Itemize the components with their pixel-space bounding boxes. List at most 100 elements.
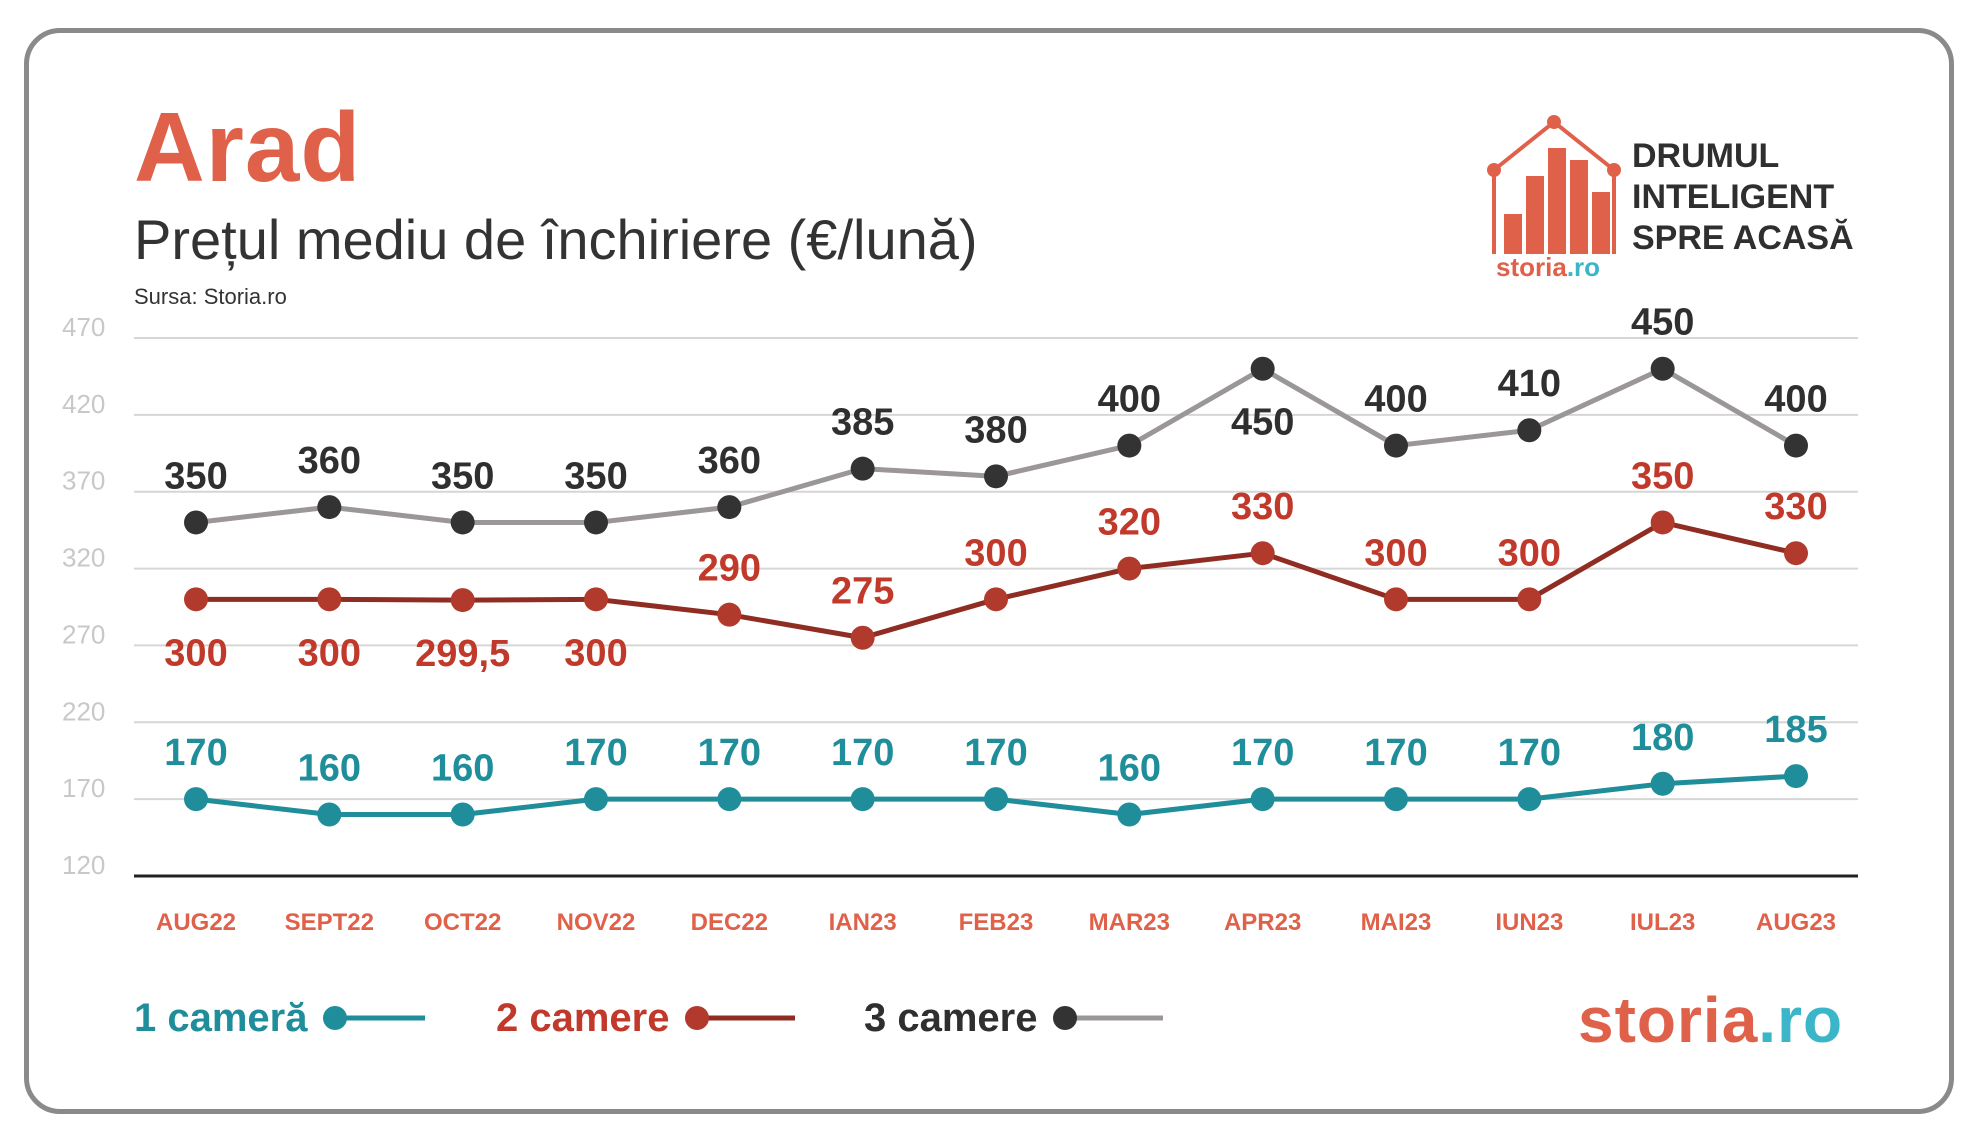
data-label: 160 bbox=[1098, 748, 1161, 790]
data-point bbox=[1650, 510, 1675, 535]
legend-swatch-2-camere bbox=[685, 1006, 796, 1030]
x-tick-label: IUN23 bbox=[1495, 909, 1563, 936]
data-label: 385 bbox=[831, 402, 894, 444]
legend-label-3-camere: 3 camere bbox=[864, 996, 1038, 1040]
data-point bbox=[717, 495, 742, 520]
data-label: 290 bbox=[698, 548, 761, 590]
y-tick-label: 170 bbox=[62, 773, 105, 803]
data-label: 320 bbox=[1098, 502, 1161, 544]
data-point bbox=[184, 587, 208, 612]
data-point bbox=[1517, 787, 1542, 812]
x-tick-label: IUL23 bbox=[1630, 909, 1695, 936]
grid-lines bbox=[134, 337, 1858, 878]
storia-logo: storia.ro bbox=[1578, 988, 1843, 1052]
data-label: 170 bbox=[164, 732, 227, 774]
logo-big-tld: .ro bbox=[1758, 984, 1844, 1056]
data-point bbox=[717, 787, 742, 812]
data-point bbox=[1384, 587, 1408, 612]
y-tick-label: 370 bbox=[62, 466, 105, 496]
y-tick-label: 420 bbox=[62, 389, 105, 419]
data-label: 185 bbox=[1764, 709, 1827, 751]
x-tick-label: AUG22 bbox=[156, 909, 236, 936]
data-label: 160 bbox=[431, 748, 494, 790]
legend-label-1-camera: 1 cameră bbox=[134, 996, 308, 1040]
x-tick-label: DEC22 bbox=[691, 909, 768, 936]
x-axis-ticks: AUG22 SEPT22 OCT22 NOV22 DEC22 IAN23 FEB23 MAR2… bbox=[156, 909, 1836, 936]
data-point bbox=[984, 464, 1008, 489]
x-tick-label: FEB23 bbox=[959, 909, 1034, 936]
y-tick-label: 120 bbox=[62, 850, 105, 880]
y-tick-label: 220 bbox=[62, 696, 105, 726]
data-label: 400 bbox=[1364, 379, 1427, 421]
data-label: 410 bbox=[1498, 363, 1561, 405]
data-point bbox=[1784, 433, 1808, 458]
y-tick-label: 270 bbox=[62, 619, 105, 649]
y-axis-ticks: 470 420 370 320 270 220 170 120 bbox=[62, 312, 105, 880]
data-point bbox=[850, 625, 875, 650]
legend-label-2-camere: 2 camere bbox=[496, 996, 670, 1040]
chart-source: Sursa: Storia.ro bbox=[134, 284, 287, 309]
data-label: 450 bbox=[1231, 402, 1294, 444]
data-label: 170 bbox=[1364, 732, 1427, 774]
data-label: 170 bbox=[1498, 732, 1561, 774]
data-label: 350 bbox=[1631, 455, 1694, 497]
data-label: 400 bbox=[1764, 379, 1827, 421]
data-label: 380 bbox=[964, 409, 1027, 451]
data-point bbox=[1650, 356, 1675, 381]
x-tick-label: IAN23 bbox=[829, 909, 897, 936]
data-point bbox=[1250, 541, 1275, 566]
legend-item-3-camere: 3 camere bbox=[864, 998, 1171, 1038]
data-point bbox=[1384, 433, 1408, 458]
x-tick-label: MAI23 bbox=[1361, 909, 1432, 936]
data-point bbox=[584, 787, 608, 812]
x-tick-label: MAR23 bbox=[1089, 909, 1170, 936]
data-label: 170 bbox=[698, 732, 761, 774]
data-point bbox=[1784, 764, 1808, 789]
data-point bbox=[1250, 787, 1275, 812]
legend-swatch-3-camere bbox=[1053, 1006, 1164, 1030]
data-label: 360 bbox=[698, 440, 761, 482]
data-label: 360 bbox=[298, 440, 361, 482]
x-tick-label: OCT22 bbox=[424, 909, 501, 936]
data-label: 350 bbox=[164, 455, 227, 497]
tagline-line-2: INTELIGENT bbox=[1632, 177, 1835, 216]
data-point bbox=[1117, 433, 1142, 458]
data-label: 330 bbox=[1764, 486, 1827, 528]
data-label: 170 bbox=[964, 732, 1027, 774]
series-3: 350 360 350 350 360 385 380 400 450 400 410 450 400 bbox=[164, 302, 1828, 535]
data-point bbox=[584, 587, 608, 612]
data-point bbox=[850, 787, 875, 812]
data-label: 330 bbox=[1231, 486, 1294, 528]
legend-item-2-camere: 2 camere bbox=[496, 998, 803, 1038]
chart-card bbox=[24, 28, 1954, 1114]
data-label: 300 bbox=[1498, 532, 1561, 574]
data-point bbox=[1517, 418, 1542, 443]
data-label: 350 bbox=[431, 455, 494, 497]
data-point bbox=[184, 510, 208, 535]
data-point bbox=[317, 495, 342, 520]
data-point bbox=[984, 587, 1008, 612]
data-point bbox=[1784, 541, 1808, 566]
data-point bbox=[850, 456, 875, 481]
data-label: 275 bbox=[831, 571, 894, 613]
data-point bbox=[450, 510, 475, 535]
data-label: 170 bbox=[564, 732, 627, 774]
data-point bbox=[317, 802, 342, 827]
data-point bbox=[584, 510, 608, 535]
data-point bbox=[450, 802, 475, 827]
data-point bbox=[184, 787, 208, 812]
legend-item-1-camera: 1 cameră bbox=[134, 998, 431, 1038]
data-point bbox=[450, 588, 475, 613]
data-label: 300 bbox=[964, 532, 1027, 574]
chart-title: Arad bbox=[134, 92, 362, 202]
storia-logo-small: storia.ro bbox=[1496, 252, 1600, 283]
chart-subtitle: Prețul mediu de închiriere (€/lună) bbox=[134, 208, 978, 271]
logo-small-tld: .ro bbox=[1566, 252, 1601, 282]
data-label: 300 bbox=[298, 632, 361, 674]
logo-small-main: storia bbox=[1496, 252, 1567, 282]
data-label: 300 bbox=[1364, 532, 1427, 574]
y-tick-label: 320 bbox=[62, 543, 105, 573]
x-tick-label: SEPT22 bbox=[285, 909, 374, 936]
data-point bbox=[1384, 787, 1408, 812]
tagline-line-3: SPRE ACASĂ bbox=[1632, 218, 1854, 257]
